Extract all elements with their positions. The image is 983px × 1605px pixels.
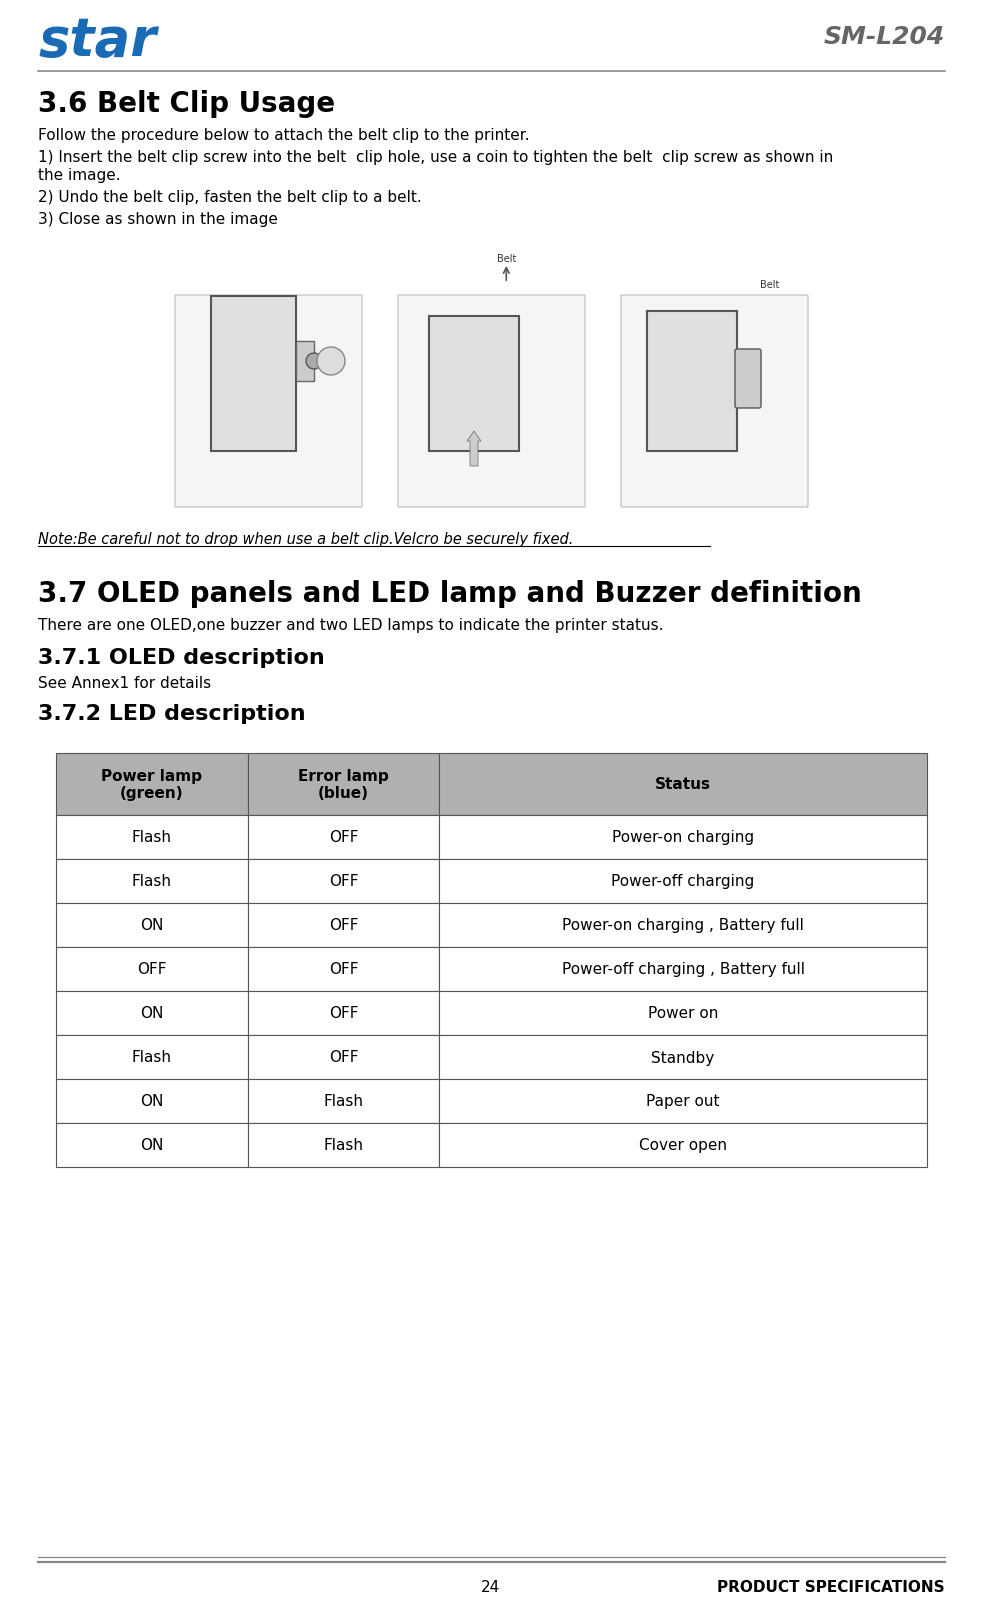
Bar xyxy=(56,904,248,947)
Bar xyxy=(439,1079,927,1124)
Text: OFF: OFF xyxy=(328,830,358,844)
Text: ON: ON xyxy=(141,1095,163,1109)
FancyBboxPatch shape xyxy=(175,295,362,507)
Text: Flash: Flash xyxy=(323,1095,364,1109)
Text: OFF: OFF xyxy=(137,961,166,977)
Text: Power lamp
(green): Power lamp (green) xyxy=(101,769,202,801)
Bar xyxy=(439,1124,927,1167)
Bar xyxy=(56,947,248,992)
Text: Belt: Belt xyxy=(760,279,780,291)
Text: ON: ON xyxy=(141,1138,163,1152)
Bar xyxy=(248,947,439,992)
Text: Flash: Flash xyxy=(132,830,172,844)
Bar xyxy=(439,753,927,815)
Text: PRODUCT SPECIFICATIONS: PRODUCT SPECIFICATIONS xyxy=(718,1579,945,1594)
FancyArrow shape xyxy=(467,432,481,467)
Text: OFF: OFF xyxy=(328,875,358,889)
Bar xyxy=(439,947,927,992)
Text: 3.7.2 LED description: 3.7.2 LED description xyxy=(38,703,306,724)
Text: Power-off charging , Battery full: Power-off charging , Battery full xyxy=(561,961,805,977)
FancyBboxPatch shape xyxy=(735,350,761,409)
Bar xyxy=(56,1035,248,1079)
Bar xyxy=(248,753,439,815)
Text: Follow the procedure below to attach the belt clip to the printer.: Follow the procedure below to attach the… xyxy=(38,128,530,143)
Text: Cover open: Cover open xyxy=(639,1138,727,1152)
Text: Power-on charging , Battery full: Power-on charging , Battery full xyxy=(562,918,804,933)
Bar xyxy=(439,859,927,904)
Text: 24: 24 xyxy=(482,1579,500,1594)
Bar xyxy=(248,1079,439,1124)
Text: ON: ON xyxy=(141,918,163,933)
Circle shape xyxy=(306,353,322,369)
Bar xyxy=(56,992,248,1035)
Text: 3.6 Belt Clip Usage: 3.6 Belt Clip Usage xyxy=(38,90,335,117)
Bar xyxy=(296,342,314,382)
Bar xyxy=(248,859,439,904)
FancyBboxPatch shape xyxy=(621,295,808,507)
Text: Belt: Belt xyxy=(496,254,516,263)
Text: the image.: the image. xyxy=(38,169,121,183)
Bar xyxy=(211,297,296,451)
Text: 3.7 OLED panels and LED lamp and Buzzer definition: 3.7 OLED panels and LED lamp and Buzzer … xyxy=(38,579,862,608)
Bar xyxy=(248,992,439,1035)
Text: Flash: Flash xyxy=(132,875,172,889)
Text: 3) Close as shown in the image: 3) Close as shown in the image xyxy=(38,212,278,226)
Text: 2) Undo the belt clip, fasten the belt clip to a belt.: 2) Undo the belt clip, fasten the belt c… xyxy=(38,189,422,205)
Text: OFF: OFF xyxy=(328,918,358,933)
Bar xyxy=(439,1035,927,1079)
Text: Error lamp
(blue): Error lamp (blue) xyxy=(298,769,389,801)
Bar xyxy=(248,815,439,859)
Text: star: star xyxy=(38,14,156,67)
Bar xyxy=(647,311,737,451)
Text: Power-off charging: Power-off charging xyxy=(611,875,755,889)
Text: Power on: Power on xyxy=(648,1006,719,1021)
Circle shape xyxy=(317,348,345,376)
Text: See Annex1 for details: See Annex1 for details xyxy=(38,676,211,690)
Text: Flash: Flash xyxy=(132,1050,172,1064)
Text: ON: ON xyxy=(141,1006,163,1021)
Text: Standby: Standby xyxy=(652,1050,715,1064)
Bar xyxy=(248,1035,439,1079)
Bar xyxy=(439,992,927,1035)
Text: Status: Status xyxy=(655,777,711,791)
Bar xyxy=(248,904,439,947)
Bar xyxy=(56,859,248,904)
Text: Note:Be careful not to drop when use a belt clip.Velcro be securely fixed.: Note:Be careful not to drop when use a b… xyxy=(38,531,573,547)
Text: Power-on charging: Power-on charging xyxy=(612,830,754,844)
Text: 3.7.1 OLED description: 3.7.1 OLED description xyxy=(38,647,324,668)
Text: Paper out: Paper out xyxy=(647,1095,720,1109)
Bar xyxy=(56,1079,248,1124)
Text: There are one OLED,one buzzer and two LED lamps to indicate the printer status.: There are one OLED,one buzzer and two LE… xyxy=(38,618,664,632)
Text: SM-L204: SM-L204 xyxy=(824,26,945,50)
Bar xyxy=(439,904,927,947)
Bar xyxy=(248,1124,439,1167)
Bar xyxy=(56,815,248,859)
Text: OFF: OFF xyxy=(328,1006,358,1021)
Text: OFF: OFF xyxy=(328,1050,358,1064)
Bar xyxy=(439,815,927,859)
Bar xyxy=(429,316,519,451)
FancyBboxPatch shape xyxy=(398,295,585,507)
Bar xyxy=(56,1124,248,1167)
Text: 1) Insert the belt clip screw into the belt  clip hole, use a coin to tighten th: 1) Insert the belt clip screw into the b… xyxy=(38,149,834,165)
Text: Flash: Flash xyxy=(323,1138,364,1152)
Text: OFF: OFF xyxy=(328,961,358,977)
Bar xyxy=(56,753,248,815)
